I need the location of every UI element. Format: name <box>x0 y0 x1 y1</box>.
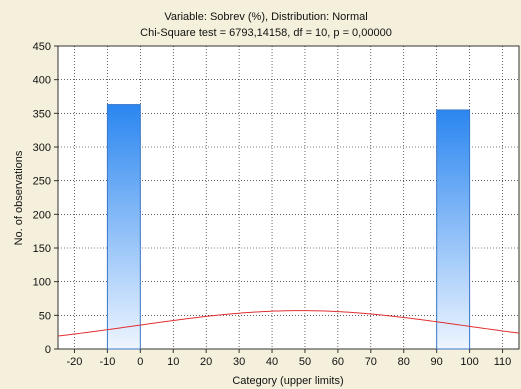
normal-curve <box>57 310 520 337</box>
y-tick-label: 0 <box>45 344 51 356</box>
y-tick-label: 200 <box>33 209 51 221</box>
y-axis-ticks: 0 50 100 150 200 250 300 350 400 450 <box>33 41 58 356</box>
x-tick-label: -10 <box>99 356 115 368</box>
chart-title: Variable: Sobrev (%), Distribution: Norm… <box>164 11 367 23</box>
y-tick-label: 400 <box>33 75 51 87</box>
normal-curve-group <box>57 310 520 337</box>
x-tick-label: 30 <box>233 356 245 368</box>
y-tick-label: 100 <box>33 277 51 289</box>
x-tick-label: 40 <box>266 356 278 368</box>
x-tick-label: 110 <box>494 356 512 368</box>
y-axis-label: No. of observations <box>13 150 25 245</box>
y-tick-label: 300 <box>33 142 51 154</box>
x-tick-label: 20 <box>200 356 212 368</box>
bars-group <box>106 104 471 350</box>
histogram-bar <box>106 104 141 350</box>
histogram-bar <box>436 109 471 350</box>
x-tick-label: 70 <box>365 356 377 368</box>
x-axis-label: Category (upper limits) <box>232 375 343 387</box>
y-tick-label: 50 <box>39 310 51 322</box>
x-tick-label: 60 <box>332 356 344 368</box>
x-tick-label: 10 <box>167 356 179 368</box>
y-tick-label: 250 <box>33 176 51 188</box>
x-tick-label: 50 <box>299 356 311 368</box>
x-tick-label: 90 <box>431 356 443 368</box>
y-tick-label: 350 <box>33 108 51 120</box>
x-tick-label: -20 <box>67 356 83 368</box>
chart-subtitle: Chi-Square test = 6793,14158, df = 10, p… <box>140 27 392 39</box>
y-tick-label: 450 <box>33 41 51 53</box>
y-tick-label: 150 <box>33 243 51 255</box>
x-tick-label: 0 <box>137 356 143 368</box>
x-tick-label: 80 <box>398 356 410 368</box>
x-axis-ticks: -20 -10 0 10 20 30 40 50 60 70 80 90 100 110 <box>67 349 512 368</box>
x-tick-label: 100 <box>460 356 478 368</box>
